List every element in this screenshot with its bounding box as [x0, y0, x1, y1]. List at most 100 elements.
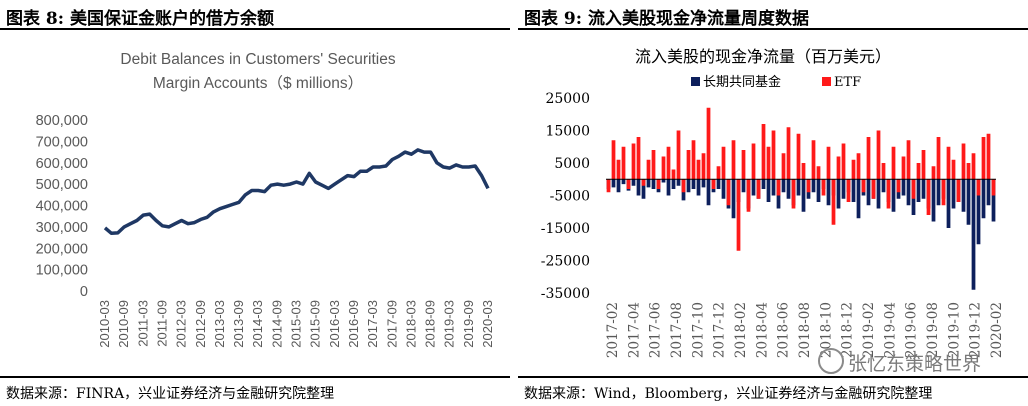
mutual-fund-bar — [946, 179, 951, 228]
etf-bar — [731, 140, 736, 180]
left-figure-header: 图表 8: 美国保证金账户的借方余额 — [6, 9, 274, 29]
etf-bar — [806, 179, 811, 193]
etf-bar — [916, 163, 921, 180]
mutual-fund-bar — [826, 179, 831, 206]
bar-y-tick-label: 15000 — [545, 124, 590, 140]
bar-x-tick-label: 2017-04 — [626, 302, 642, 358]
etf-bar — [811, 140, 816, 180]
etf-bar — [671, 169, 676, 180]
etf-bar — [946, 146, 951, 180]
etf-bar — [901, 156, 906, 180]
etf-bar — [861, 179, 866, 193]
etf-bar — [921, 150, 926, 180]
legend-label-mutual-fund: 长期共同基金 — [703, 74, 781, 90]
etf-bar — [821, 179, 826, 196]
mutual-fund-bar — [851, 179, 856, 202]
mutual-fund-bar — [986, 179, 991, 206]
wechat-icon — [818, 348, 844, 374]
etf-bar — [891, 146, 896, 180]
mutual-fund-bar — [796, 179, 801, 196]
line-x-tick-label: 2011-09 — [154, 300, 169, 347]
mutual-fund-bar — [921, 179, 926, 199]
mutual-fund-bar — [741, 179, 746, 193]
line-x-tick-label: 2016-03 — [327, 300, 342, 348]
etf-bar — [796, 133, 801, 180]
bar-x-tick-label: 2018-10 — [818, 302, 834, 358]
right-figure-panel: 图表 9: 流入美股现金净流量周度数据 流入美股的现金净流量（百万美元） 长期共… — [518, 0, 1028, 406]
mutual-fund-bar — [856, 179, 861, 219]
etf-bar — [701, 153, 706, 180]
etf-bar — [886, 179, 891, 209]
mutual-fund-bar — [801, 179, 806, 212]
etf-bar — [826, 146, 831, 180]
etf-bar — [616, 159, 621, 180]
etf-bar — [956, 179, 961, 202]
line-x-tick-label: 2015-09 — [308, 300, 323, 348]
mutual-fund-bar — [751, 179, 756, 196]
etf-bar — [851, 159, 856, 180]
bar-x-tick-label: 2019-10 — [946, 302, 962, 358]
mutual-fund-bar — [811, 179, 816, 193]
etf-bar — [831, 179, 836, 225]
bar-x-tick-label: 2017-06 — [648, 302, 664, 358]
mutual-fund-bar — [636, 179, 641, 196]
right-footer-rule — [518, 376, 1028, 378]
bar-x-tick-label: 2017-08 — [669, 302, 685, 358]
line-x-tick-label: 2016-09 — [346, 300, 361, 348]
debit-balance-series-line — [103, 148, 490, 236]
legend-swatch-mutual-fund — [691, 77, 700, 86]
etf-bar — [651, 150, 656, 180]
etf-bar — [781, 153, 786, 180]
mutual-fund-bar — [666, 179, 671, 196]
line-y-tick-label: 200,000 — [36, 241, 88, 257]
etf-bar — [941, 179, 946, 206]
bar-x-tick-label: 2020-02 — [989, 302, 1005, 358]
line-x-tick-label: 2013-03 — [212, 300, 227, 348]
etf-bar — [641, 179, 646, 186]
mutual-fund-bar — [961, 179, 966, 212]
etf-bar — [646, 159, 651, 180]
etf-bar — [836, 156, 841, 180]
left-header-rule — [0, 28, 510, 30]
etf-bar — [856, 153, 861, 180]
line-x-tick-label: 2017-03 — [365, 300, 380, 348]
etf-bar — [776, 179, 781, 196]
bar-y-tick-label: 25000 — [545, 91, 590, 107]
mutual-fund-bar — [631, 179, 636, 186]
bar-y-tick-label: -35000 — [541, 286, 590, 302]
etf-bar — [906, 140, 911, 180]
etf-bar — [976, 179, 981, 196]
etf-bar — [761, 124, 766, 180]
bar-x-tick-label: 2018-12 — [840, 302, 856, 358]
etf-bar — [666, 146, 671, 180]
line-x-tick-label: 2014-09 — [269, 300, 284, 348]
line-x-tick-label: 2019-03 — [442, 300, 457, 348]
right-figure-header: 图表 9: 流入美股现金净流量周度数据 — [524, 9, 809, 29]
etf-bar — [871, 179, 876, 199]
left-footer-rule — [0, 376, 510, 378]
etf-bar — [936, 137, 941, 180]
etf-bar — [721, 146, 726, 180]
mutual-fund-bar — [781, 179, 786, 193]
mutual-fund-bar — [916, 179, 921, 202]
etf-bar — [926, 179, 931, 215]
mutual-fund-bar — [991, 179, 996, 222]
bar-x-tick-label: 2019-02 — [861, 302, 877, 358]
line-x-tick-label: 2019-09 — [461, 300, 476, 348]
mutual-fund-bar — [691, 179, 696, 189]
etf-bar — [991, 179, 996, 196]
mutual-fund-bar — [686, 179, 691, 193]
line-x-tick-label: 2015-03 — [289, 300, 304, 348]
etf-bar — [846, 179, 851, 202]
bar-x-tick-label: 2017-02 — [605, 302, 621, 358]
etf-bar — [981, 137, 986, 180]
mutual-fund-bar — [841, 179, 846, 199]
mutual-fund-bar — [641, 179, 646, 199]
bar-x-tick-label: 2019-08 — [925, 302, 941, 358]
mutual-fund-bar — [721, 179, 726, 199]
mutual-fund-bar — [706, 179, 711, 206]
etf-bar — [881, 163, 886, 180]
bar-y-tick-label: 5000 — [554, 156, 590, 172]
etf-bar — [911, 179, 916, 199]
etf-bar — [741, 150, 746, 180]
